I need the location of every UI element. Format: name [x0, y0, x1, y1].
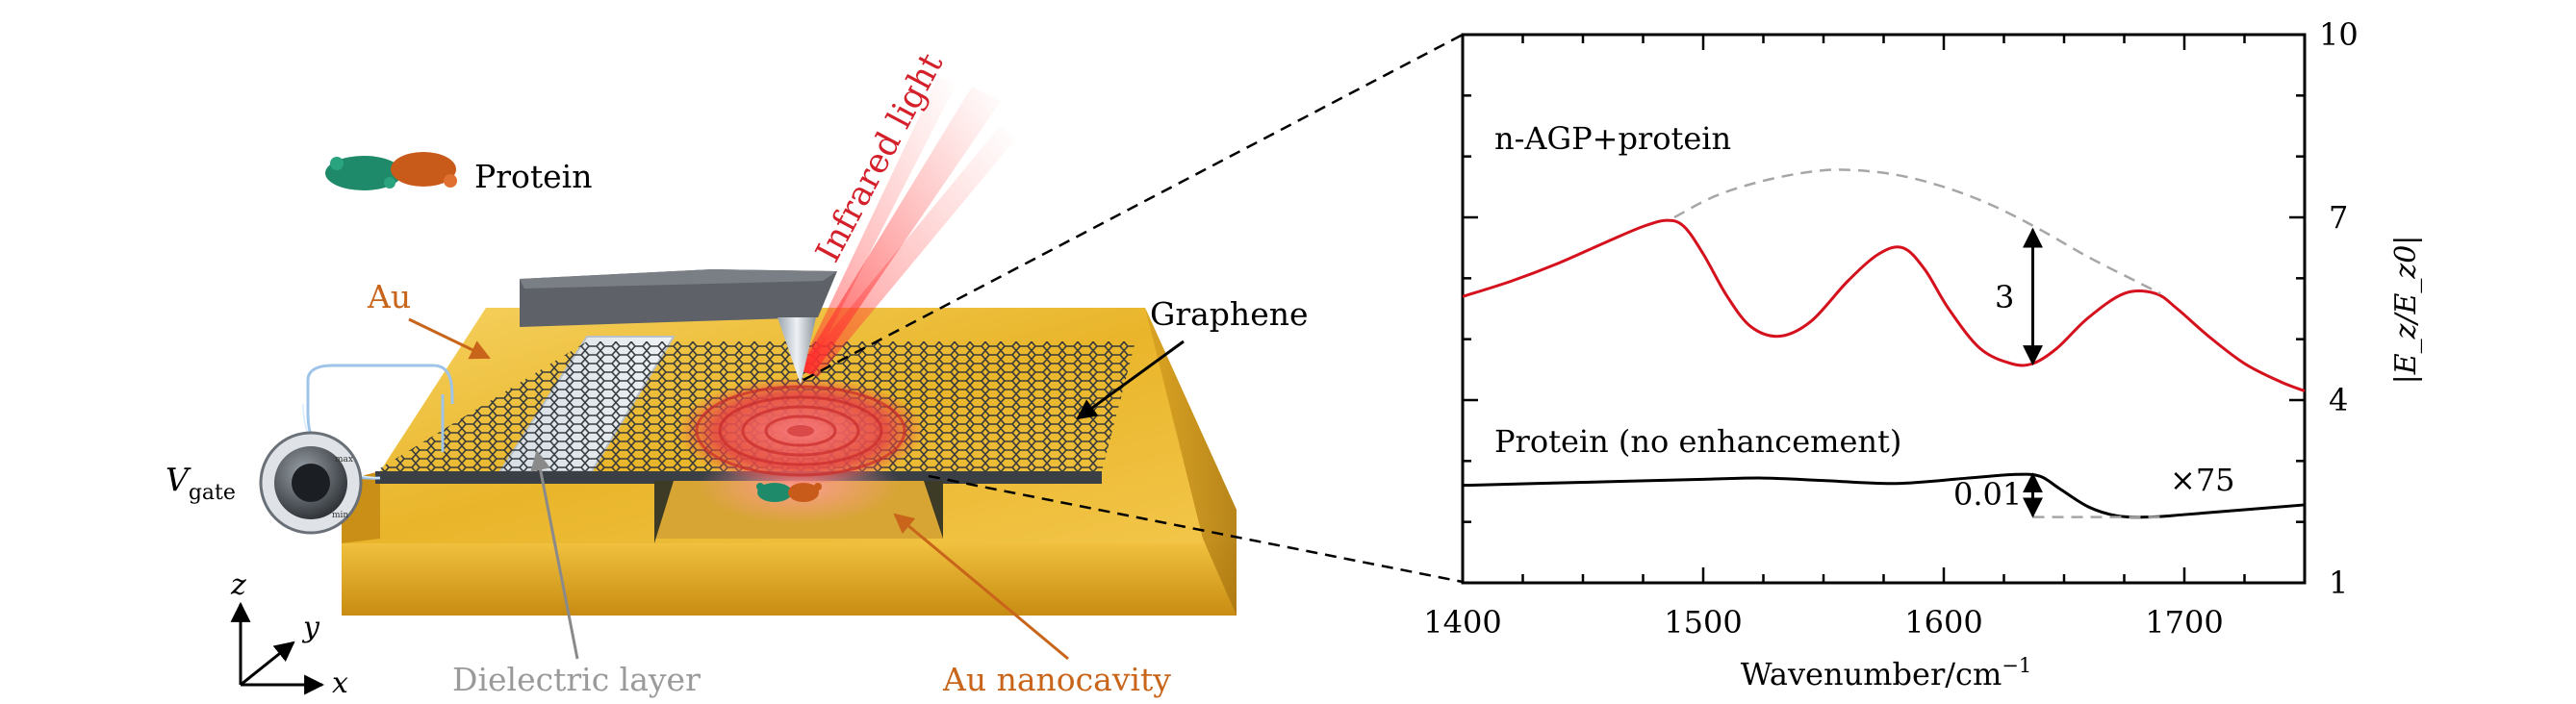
- y-tick-label: 7: [2329, 199, 2348, 236]
- series-n-agp-protein-line: [1462, 218, 2306, 392]
- knob-max-label: max: [335, 455, 353, 465]
- protein-in-cavity: [756, 483, 822, 502]
- tick-marks: [1461, 33, 2307, 585]
- axis-y-label: y: [301, 611, 320, 644]
- x-tick-label: 1400: [1423, 604, 1501, 641]
- x-tick-label: 1700: [2145, 604, 2223, 641]
- vgate-sub: gate: [189, 481, 236, 505]
- n-agp-annotation: n-AGP+protein: [1494, 120, 1731, 157]
- coordinate-axes: z y x: [230, 568, 348, 700]
- protein-icon: [325, 152, 457, 190]
- vgate-label: Vgate: [166, 461, 236, 505]
- zoom-line-bottom: [928, 474, 1464, 584]
- enhancement-value-3: 3: [1995, 279, 2014, 315]
- zoom-line-top: [803, 33, 1464, 382]
- device-illustration: max min Protein Infrared light Au Graphe…: [166, 33, 1464, 700]
- series-envelope-line: [1673, 168, 2161, 295]
- spectrum-chart: 1400 1500 1600 1700 1 4 7 10 Wavenumber/…: [1423, 16, 2423, 692]
- protein-no-enhancement-annotation: Protein (no enhancement): [1494, 423, 1901, 460]
- x-tick-label: 1500: [1664, 604, 1742, 641]
- baseline-value-0.01: 0.01: [1953, 476, 2022, 513]
- au-pointer: [408, 317, 491, 360]
- au-label: Au: [367, 278, 411, 315]
- graphene-pointer: [1076, 339, 1185, 420]
- axis-z-label: z: [230, 568, 246, 602]
- au-nanocavity-label: Au nanocavity: [942, 661, 1171, 698]
- vgate-main: V: [166, 461, 191, 498]
- dielectric-layer-label: Dielectric layer: [452, 661, 701, 698]
- y-tick-label: 10: [2319, 16, 2359, 53]
- scale-factor-x75: ×75: [2170, 462, 2235, 498]
- axis-x-label: x: [332, 666, 348, 700]
- x-tick-labels: 1400 1500 1600 1700: [1423, 604, 2223, 641]
- gate-voltage-knob: max min: [259, 431, 363, 535]
- series-layer: [1462, 168, 2306, 519]
- protein-label: Protein: [474, 158, 592, 195]
- x-axis-title: Wavenumber/cm−1: [1741, 654, 2032, 692]
- y-tick-label: 4: [2329, 382, 2348, 418]
- au-nanocavity-pointer: [893, 513, 1069, 661]
- x-axis-title-main: Wavenumber/cm: [1741, 656, 2002, 692]
- plasmon-rings: [677, 377, 924, 485]
- y-tick-label: 1: [2329, 565, 2348, 601]
- graphene-label: Graphene: [1150, 295, 1309, 333]
- x-axis-title-sup: −1: [2002, 654, 2031, 677]
- afm-cantilever: [520, 269, 837, 385]
- dielectric-pointer: [530, 449, 579, 660]
- x-tick-label: 1600: [1904, 604, 1982, 641]
- y-tick-labels: 1 4 7 10: [2319, 16, 2359, 601]
- knob-min-label: min: [332, 511, 348, 520]
- y-axis-title: |E_z/E_z0|: [2389, 236, 2423, 385]
- infrared-beam: [799, 77, 1015, 377]
